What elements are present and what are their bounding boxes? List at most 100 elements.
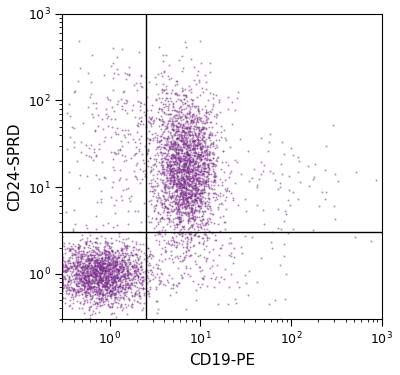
Point — [197, 143, 203, 149]
Point — [62, 250, 68, 256]
Point — [113, 197, 120, 203]
Point — [98, 277, 104, 283]
Point — [196, 192, 203, 198]
Point — [124, 268, 130, 274]
Point — [179, 274, 186, 280]
Point — [198, 225, 204, 231]
Point — [192, 148, 198, 154]
Point — [102, 279, 108, 285]
Point — [183, 173, 189, 179]
Point — [101, 268, 108, 274]
Point — [112, 286, 118, 292]
Point — [121, 284, 128, 290]
Point — [198, 218, 204, 224]
Point — [206, 166, 212, 172]
Point — [181, 185, 188, 191]
Point — [102, 267, 108, 273]
Point — [177, 219, 183, 225]
Point — [139, 266, 146, 272]
Point — [144, 146, 151, 152]
Point — [167, 95, 174, 101]
Point — [180, 189, 186, 195]
Point — [103, 248, 109, 254]
Point — [129, 300, 136, 306]
Point — [178, 193, 185, 199]
Point — [67, 260, 74, 266]
Point — [199, 201, 206, 207]
Point — [198, 203, 204, 209]
Point — [201, 181, 208, 187]
Point — [234, 202, 241, 208]
Point — [112, 290, 118, 296]
Point — [59, 254, 66, 260]
Point — [105, 274, 112, 280]
Point — [131, 251, 138, 257]
Point — [70, 288, 76, 294]
Point — [86, 255, 93, 261]
Point — [201, 168, 208, 174]
Point — [73, 257, 79, 263]
Point — [170, 141, 176, 147]
Point — [84, 272, 90, 278]
Point — [194, 164, 201, 170]
Point — [142, 124, 149, 130]
Point — [165, 147, 171, 153]
Point — [180, 156, 187, 162]
Point — [116, 268, 122, 274]
Point — [171, 175, 177, 181]
Point — [95, 259, 102, 265]
Point — [91, 254, 98, 260]
Point — [82, 265, 88, 271]
Point — [186, 124, 192, 130]
Point — [184, 118, 190, 124]
Point — [105, 250, 112, 256]
Point — [88, 267, 95, 273]
Point — [170, 126, 176, 132]
Point — [182, 235, 188, 241]
Point — [143, 74, 149, 80]
Point — [120, 257, 126, 263]
Point — [111, 292, 117, 298]
Point — [182, 192, 189, 198]
Point — [99, 258, 105, 264]
Point — [122, 280, 128, 286]
Point — [174, 118, 180, 124]
Point — [177, 201, 183, 207]
Point — [158, 187, 164, 193]
Point — [143, 241, 149, 247]
Point — [109, 282, 116, 288]
Point — [180, 162, 187, 168]
Point — [186, 110, 192, 116]
Point — [167, 194, 173, 200]
Point — [158, 144, 164, 150]
Point — [180, 180, 187, 186]
Point — [159, 159, 165, 165]
Point — [135, 277, 142, 283]
Point — [217, 176, 223, 182]
Point — [168, 75, 175, 81]
Point — [119, 248, 125, 254]
Point — [194, 154, 200, 160]
Point — [88, 141, 94, 147]
Point — [99, 281, 105, 287]
Point — [184, 194, 191, 200]
Point — [160, 150, 166, 156]
Point — [128, 292, 135, 298]
Point — [182, 206, 189, 212]
Point — [185, 170, 191, 176]
Point — [171, 141, 177, 147]
Point — [87, 285, 93, 291]
Point — [197, 187, 203, 193]
Point — [128, 263, 135, 269]
Point — [85, 316, 92, 322]
Point — [97, 271, 103, 277]
Point — [186, 154, 193, 160]
Point — [129, 304, 135, 310]
Point — [197, 117, 203, 123]
Point — [168, 166, 175, 172]
Point — [105, 272, 111, 278]
Point — [208, 185, 214, 191]
Point — [122, 282, 128, 288]
Point — [189, 113, 195, 119]
Point — [162, 227, 168, 233]
